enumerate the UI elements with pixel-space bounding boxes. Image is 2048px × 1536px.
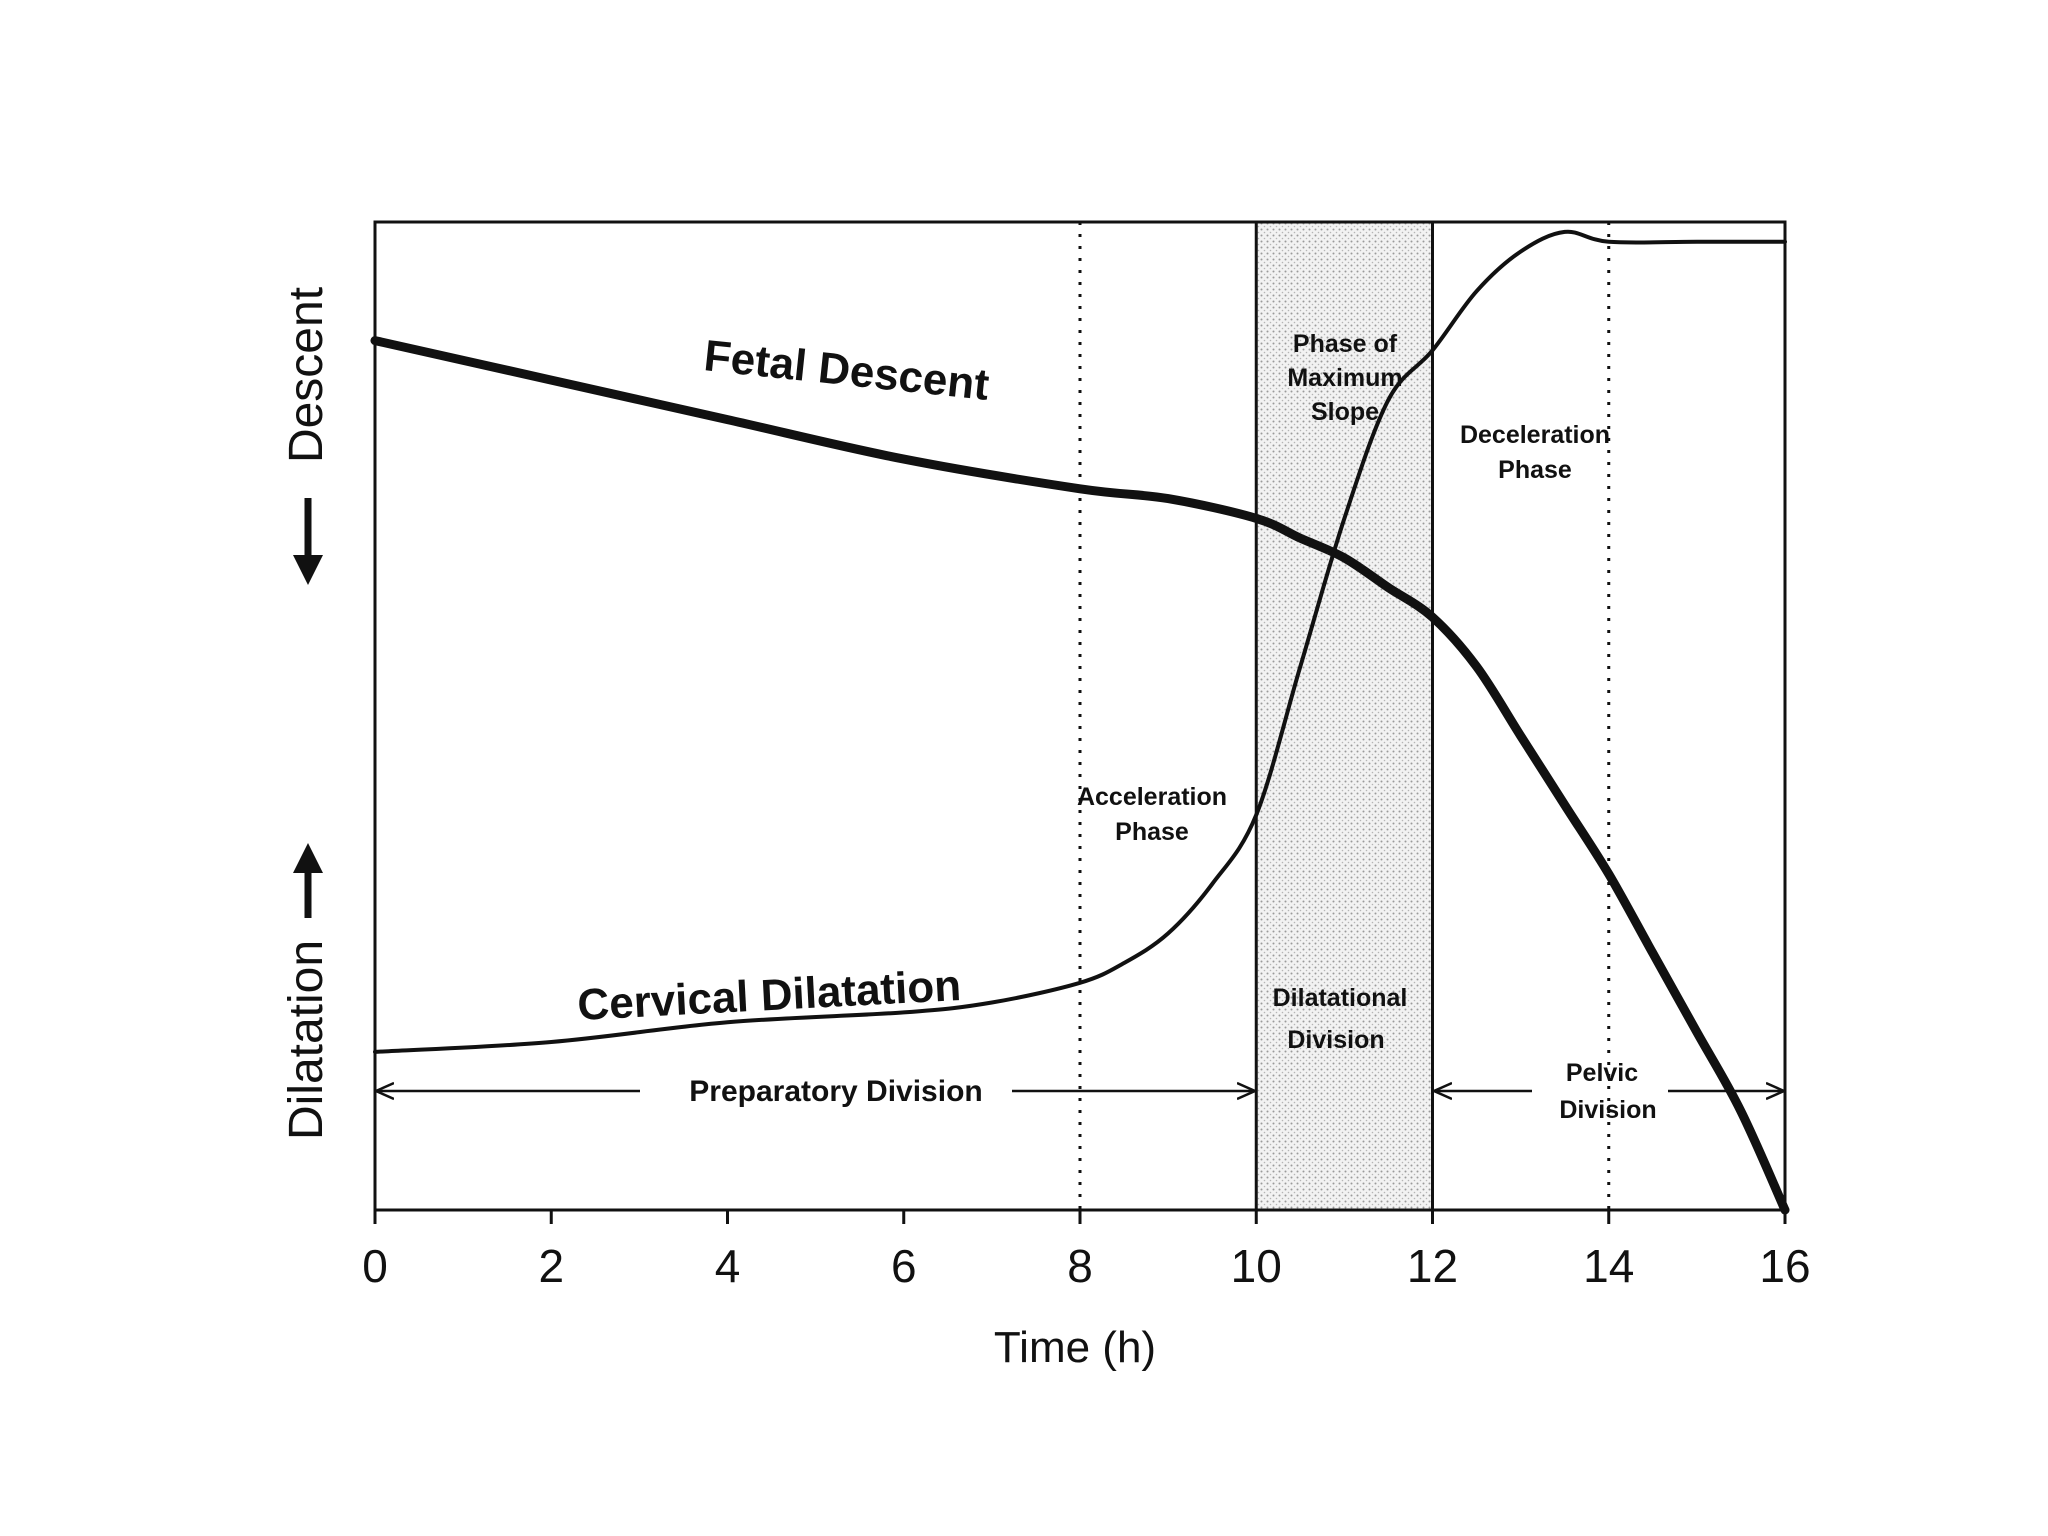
series-label-cervical-dilatation: Cervical Dilatation xyxy=(576,961,962,1030)
x-tick-label: 16 xyxy=(1759,1240,1810,1292)
annotation-deceleration-1: Deceleration xyxy=(1460,421,1610,449)
phase-lines xyxy=(1078,222,1787,1210)
annotation-dilatational-2: Division xyxy=(1287,1026,1384,1054)
x-tick-label: 0 xyxy=(362,1240,388,1292)
annotation-max-slope-3: Slope xyxy=(1311,398,1379,426)
x-tick-label: 4 xyxy=(715,1240,741,1292)
annotation-dilatational-1: Dilatational xyxy=(1273,984,1408,1012)
annotation-acceleration-2: Phase xyxy=(1115,818,1189,846)
x-tick-label: 6 xyxy=(891,1240,917,1292)
x-tick-label: 12 xyxy=(1407,1240,1458,1292)
y-axis-label-descent: Descent xyxy=(280,287,333,463)
series-label-fetal-descent: Fetal Descent xyxy=(702,331,992,410)
annotation-deceleration-2: Phase xyxy=(1498,456,1572,484)
x-tick-label: 10 xyxy=(1231,1240,1282,1292)
annotation-preparatory-division: Preparatory Division xyxy=(689,1075,982,1108)
series-line-cervical-dilatation xyxy=(373,229,1787,1054)
annotation-max-slope-1: Phase of xyxy=(1293,330,1398,358)
annotation-max-slope-2: Maximum xyxy=(1287,364,1402,392)
annotation-pelvic-2: Division xyxy=(1559,1096,1656,1124)
annotation-acceleration-1: Acceleration xyxy=(1077,783,1227,811)
series-line-fetal-descent xyxy=(370,336,1790,1215)
annotation-pelvic-1: Pelvic xyxy=(1566,1059,1638,1087)
y-axis-label-dilatation: Dilatation xyxy=(280,940,333,1140)
x-axis-ticks: 0 2 4 6 8 10 12 14 16 xyxy=(362,1210,1811,1292)
x-tick-label: 8 xyxy=(1067,1240,1093,1292)
x-axis-title: Time (h) xyxy=(994,1323,1156,1372)
x-tick-label: 14 xyxy=(1583,1240,1634,1292)
x-tick-label: 2 xyxy=(538,1240,564,1292)
